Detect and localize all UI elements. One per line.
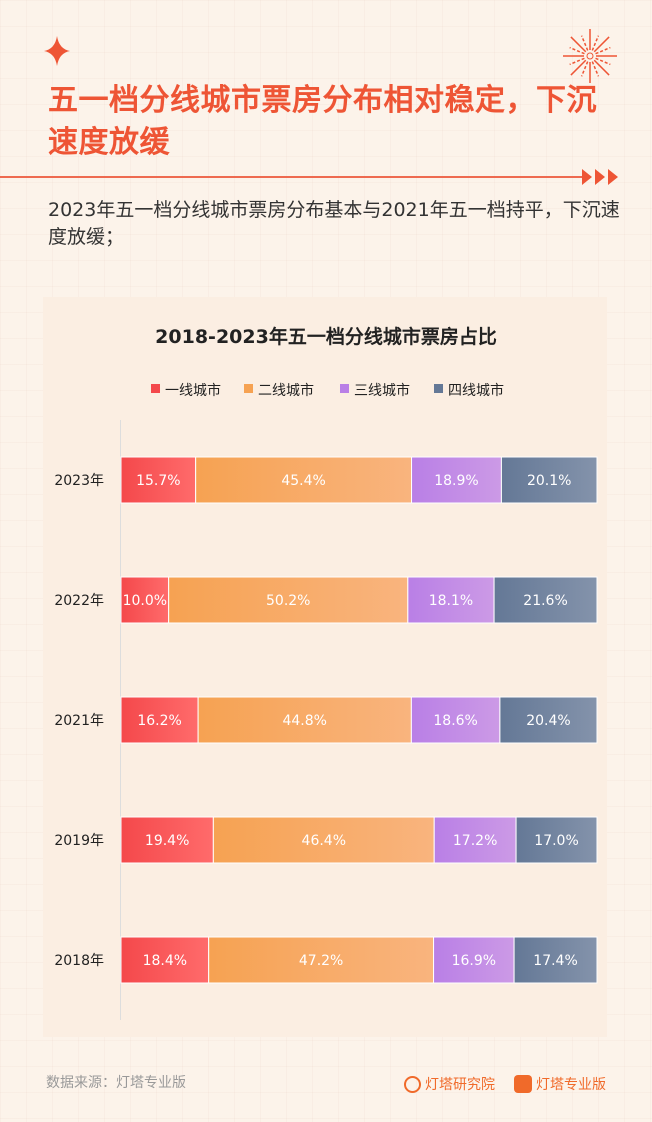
- data-label: 46.4%: [302, 833, 346, 849]
- data-label: 17.0%: [534, 833, 578, 849]
- chart-panel: [43, 297, 607, 1037]
- bar-segment: [433, 816, 517, 864]
- logo-text: 灯塔研究院: [425, 1077, 495, 1093]
- bar-segment: [410, 696, 501, 744]
- bar-segment: [433, 936, 515, 984]
- data-label: 16.2%: [137, 713, 181, 729]
- legend-swatch: [244, 384, 253, 393]
- category-label: 2022年: [54, 593, 104, 609]
- page-subtitle: 2023年五一档分线城市票房分布基本与2021年五一档持平，下沉速度放缓；: [48, 199, 620, 248]
- data-label: 18.9%: [434, 473, 478, 489]
- category-label: 2023年: [54, 473, 104, 489]
- bar-segment: [499, 696, 598, 744]
- data-label: 10.0%: [123, 593, 167, 609]
- bar-segment: [120, 576, 170, 624]
- data-label: 17.2%: [453, 833, 497, 849]
- category-label: 2021年: [54, 713, 104, 729]
- category-label: 2018年: [54, 953, 104, 969]
- legend-label: 二线城市: [258, 382, 314, 399]
- bar-segment: [515, 816, 598, 864]
- bar-segment: [168, 576, 409, 624]
- triple-arrow-icon: [582, 169, 618, 185]
- bar-segment: [120, 816, 214, 864]
- data-label: 44.8%: [282, 713, 326, 729]
- logo-research: 灯塔研究院: [404, 1074, 495, 1094]
- data-label: 47.2%: [299, 953, 343, 969]
- data-label: 15.7%: [136, 473, 180, 489]
- firework-icon: [563, 29, 617, 83]
- data-label: 17.4%: [533, 953, 577, 969]
- chart-title: 2018-2023年五一档分线城市票房占比: [155, 326, 497, 348]
- bar-segment: [120, 936, 210, 984]
- legend-swatch: [340, 384, 349, 393]
- data-source: 数据来源：灯塔专业版: [46, 1075, 186, 1091]
- bar-segment: [195, 456, 413, 504]
- bar-segment: [212, 816, 435, 864]
- bar-segment: [411, 456, 502, 504]
- data-label: 20.1%: [527, 473, 571, 489]
- data-label: 20.4%: [526, 713, 570, 729]
- lighthouse-search-icon: [404, 1075, 421, 1093]
- logo-text: 灯塔专业版: [536, 1077, 606, 1093]
- data-label: 18.6%: [433, 713, 477, 729]
- logo-pro: 灯塔专业版: [514, 1074, 606, 1094]
- legend-label: 一线城市: [165, 382, 221, 399]
- category-label: 2019年: [54, 833, 104, 849]
- bar-segment: [500, 456, 598, 504]
- data-label: 16.9%: [452, 953, 496, 969]
- legend-label: 四线城市: [448, 382, 504, 399]
- bar-segment: [513, 936, 598, 984]
- data-label: 21.6%: [523, 593, 567, 609]
- legend-swatch: [151, 384, 160, 393]
- data-label: 50.2%: [266, 593, 310, 609]
- bar-segment: [208, 936, 435, 984]
- divider: [0, 176, 582, 178]
- legend-label: 三线城市: [354, 382, 410, 399]
- bar-segment: [493, 576, 598, 624]
- data-label: 18.4%: [143, 953, 187, 969]
- page-title: 五一档分线城市票房分布相对稳定，下沉速度放缓: [48, 83, 597, 160]
- data-label: 19.4%: [145, 833, 189, 849]
- data-label: 18.1%: [429, 593, 473, 609]
- sparkle-icon: [44, 36, 70, 66]
- legend-swatch: [434, 384, 443, 393]
- data-label: 45.4%: [281, 473, 325, 489]
- lighthouse-icon: [514, 1075, 532, 1093]
- bar-segment: [407, 576, 495, 624]
